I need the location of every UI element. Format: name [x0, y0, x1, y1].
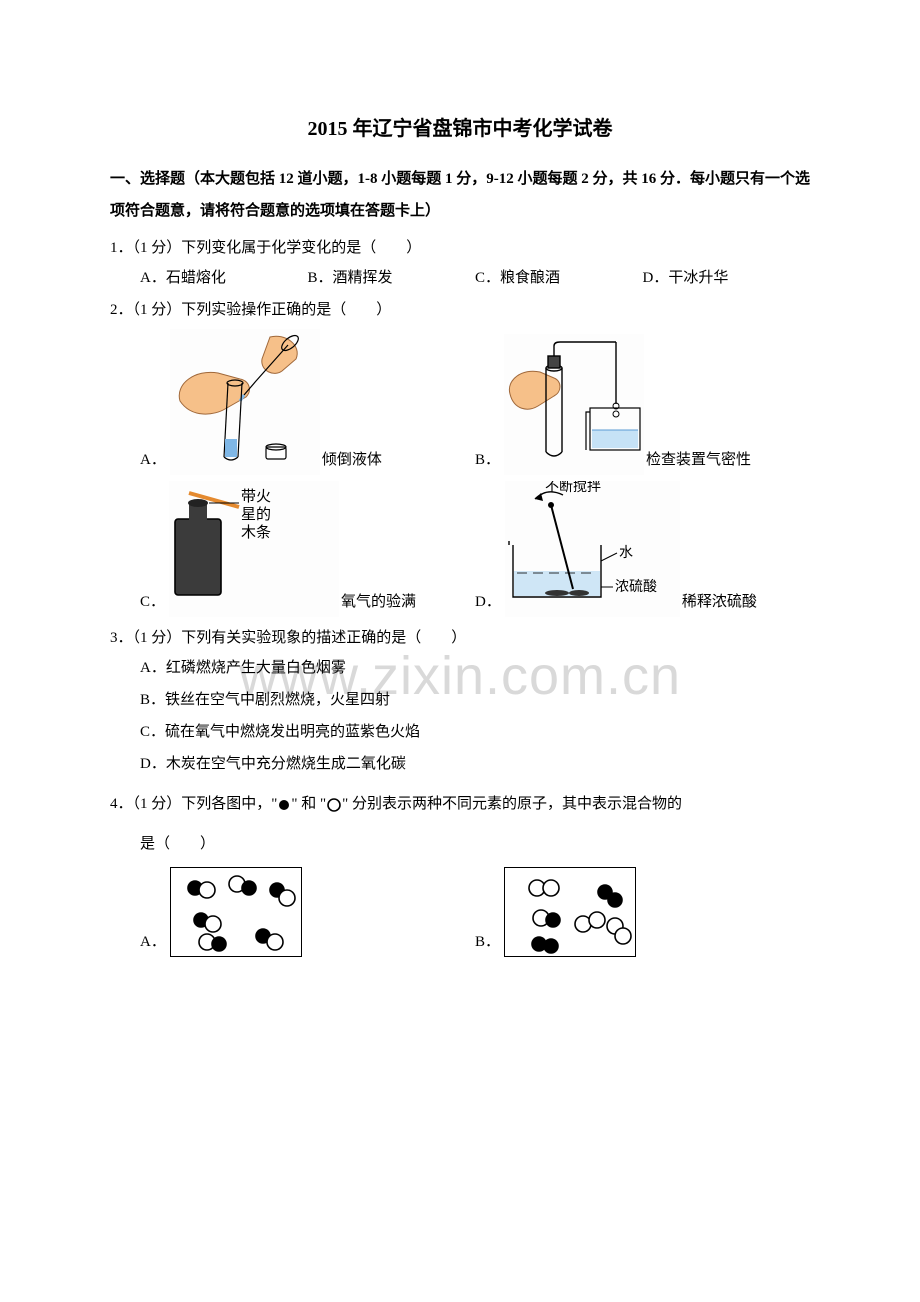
q1-choices: A．石蜡熔化 B．酒精挥发 C．粮食酿酒 D．干冰升华 [110, 263, 810, 293]
question-2: 2．（1 分）下列实验操作正确的是（ ） A． [110, 295, 810, 617]
q1-choice-d: D．干冰升华 [643, 263, 811, 293]
q1-choice-b: B．酒精挥发 [308, 263, 476, 293]
page-title: 2015 年辽宁省盘锦市中考化学试卷 [110, 110, 810, 148]
q4-stem-line2: 是（ ） [110, 829, 810, 859]
q4-cell-b: B． [475, 867, 810, 957]
q2-a-caption: 倾倒液体 [322, 445, 382, 475]
q2-row-ab: A． [110, 329, 810, 475]
q2-d-label-acid: 浓硫酸 [615, 579, 657, 595]
q2-cell-a: A． [140, 329, 475, 475]
q2-c-letter: C． [140, 587, 165, 617]
hollow-atom-icon [326, 797, 342, 813]
q2-cell-b: B． [475, 334, 810, 475]
q2-fig-a [170, 329, 320, 475]
q4-stem-post: " 分别表示两种不同元素的原子，其中表示混合物的 [342, 796, 682, 812]
q3-choice-c: C．硫在氧气中燃烧发出明亮的蓝紫色火焰 [110, 717, 810, 747]
q4-cell-a: A． [140, 867, 475, 957]
q2-d-label-water: 水 [619, 545, 633, 561]
q2-stem: 2．（1 分）下列实验操作正确的是（ ） [110, 295, 810, 325]
q2-row-cd: C． 带火 星的 木条 氧气的验满 [110, 481, 810, 617]
q2-fig-b [504, 334, 644, 475]
q3-choice-b: B．铁丝在空气中剧烈燃烧，火星四射 [110, 685, 810, 715]
q2-fig-d: 不断搅拌 水 浓硫酸 [505, 481, 680, 617]
q3-choice-d: D．木炭在空气中充分燃烧生成二氧化碳 [110, 749, 810, 779]
q2-d-letter: D． [475, 587, 501, 617]
question-1: 1．（1 分）下列变化属于化学变化的是（ ） A．石蜡熔化 B．酒精挥发 C．粮… [110, 233, 810, 293]
q4-fig-a [170, 867, 302, 957]
q2-c-caption: 氧气的验满 [341, 587, 416, 617]
q2-cell-d: D． [475, 481, 810, 617]
section-1-header: 一、选择题（本大题包括 12 道小题，1-8 小题每题 1 分，9-12 小题每… [110, 164, 810, 227]
q4-stem-pre: 4．（1 分）下列各图中，" [110, 796, 277, 812]
q2-d-label-stir: 不断搅拌 [545, 481, 601, 495]
q4-a-letter: A． [140, 927, 166, 957]
q2-c-label2: 星的 [241, 506, 271, 523]
q3-stem: 3．（1 分）下列有关实验现象的描述正确的是（ ） [110, 623, 810, 653]
page-content: 2015 年辽宁省盘锦市中考化学试卷 一、选择题（本大题包括 12 道小题，1-… [110, 110, 810, 957]
q2-c-label1: 带火 [241, 488, 271, 505]
q4-b-letter: B． [475, 927, 500, 957]
q2-cell-c: C． 带火 星的 木条 氧气的验满 [140, 481, 475, 617]
q2-c-label3: 木条 [241, 524, 271, 541]
q1-choice-c: C．粮食酿酒 [475, 263, 643, 293]
question-4: 4．（1 分）下列各图中，" " 和 " " 分别表示两种不同元素的原子，其中表示混… [110, 789, 810, 957]
q1-stem: 1．（1 分）下列变化属于化学变化的是（ ） [110, 233, 810, 263]
q2-b-caption: 检查装置气密性 [646, 445, 751, 475]
q1-choice-a: A．石蜡熔化 [140, 263, 308, 293]
q4-fig-b [504, 867, 636, 957]
q2-a-letter: A． [140, 445, 166, 475]
question-3: 3．（1 分）下列有关实验现象的描述正确的是（ ） A．红磷燃烧产生大量白色烟雾… [110, 623, 810, 779]
filled-atom-icon [277, 798, 291, 812]
q3-choice-a: A．红磷燃烧产生大量白色烟雾 [110, 653, 810, 683]
q2-b-letter: B． [475, 445, 500, 475]
q4-row-ab: A． B． [110, 867, 810, 957]
q4-stem-mid: " 和 " [291, 796, 326, 812]
q4-stem: 4．（1 分）下列各图中，" " 和 " " 分别表示两种不同元素的原子，其中表示混… [110, 789, 810, 819]
q2-d-caption: 稀释浓硫酸 [682, 587, 757, 617]
q2-fig-c: 带火 星的 木条 [169, 481, 339, 617]
